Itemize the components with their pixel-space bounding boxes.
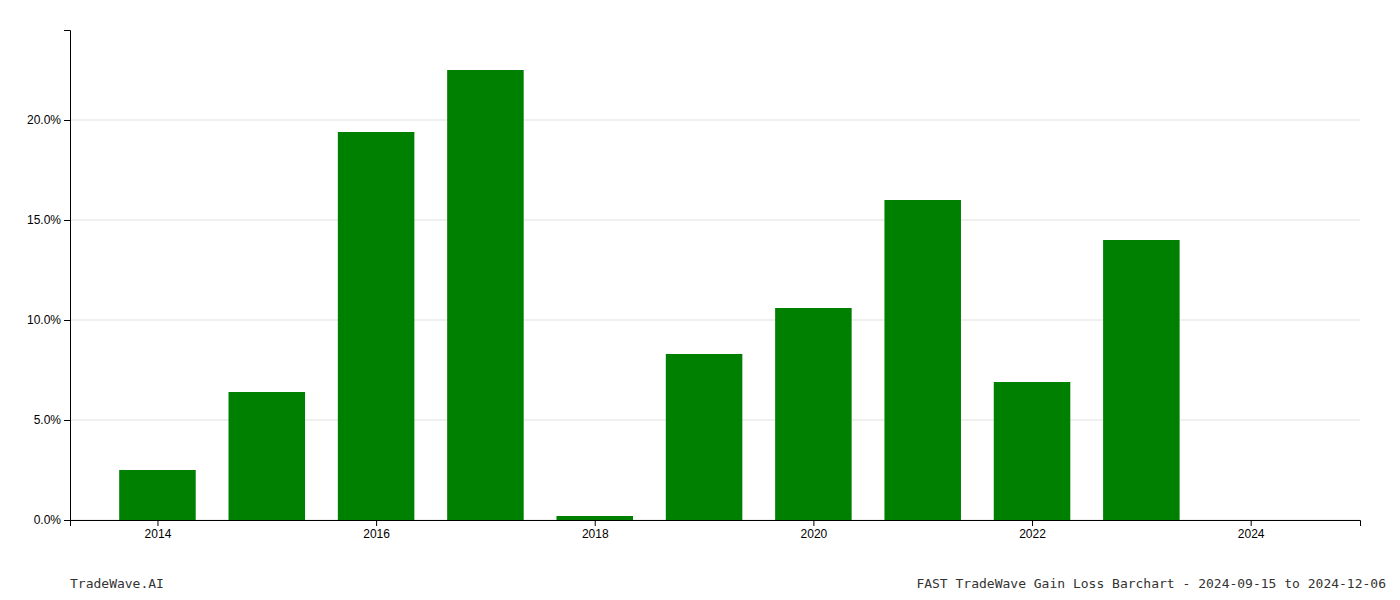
- x-tick-label: 2020: [801, 527, 828, 541]
- y-tick-mark: [64, 520, 70, 521]
- bar: [229, 392, 306, 520]
- y-axis: 0.0% 5.0% 10.0% 15.0% 20.0%: [27, 31, 71, 528]
- grid-line: [70, 220, 1360, 221]
- x-tick-label: 2022: [1019, 527, 1046, 541]
- axis-line: [64, 31, 71, 521]
- x-tick-mark: [157, 520, 158, 526]
- axis-line: [71, 521, 1361, 527]
- y-tick-mark: [64, 420, 70, 421]
- x-tick-label: 2014: [145, 527, 172, 541]
- y-tick: 10.0%: [27, 313, 70, 327]
- grid: [70, 120, 1360, 520]
- bar: [338, 132, 415, 520]
- x-axis: 2014 2016 2018 2020 2022 2024: [71, 520, 1361, 541]
- x-tick-mark: [376, 520, 377, 526]
- bar: [884, 200, 961, 520]
- y-tick-label: 5.0%: [34, 413, 62, 427]
- x-tick: 2018: [582, 520, 609, 541]
- x-tick: 2016: [363, 520, 390, 541]
- footer-text: FAST TradeWave Gain Loss Barchart - 2024…: [916, 576, 1386, 591]
- bar: [447, 70, 524, 520]
- y-tick-mark: [64, 120, 70, 121]
- x-tick-mark: [1032, 520, 1033, 526]
- y-tick-label: 10.0%: [27, 313, 61, 327]
- plot: 2014 2016 2018 2020 2022 2024 0.0% 5.0% 10.0% 15.…: [27, 31, 1361, 541]
- x-tick: 2014: [145, 520, 172, 541]
- y-tick-label: 15.0%: [27, 213, 61, 227]
- x-tick-label: 2018: [582, 527, 609, 541]
- x-tick-label: 2016: [363, 527, 390, 541]
- y-tick: 15.0%: [27, 213, 70, 227]
- bar: [666, 354, 743, 520]
- x-tick-mark: [1251, 520, 1252, 526]
- bar: [556, 516, 633, 520]
- y-tick-mark: [64, 320, 70, 321]
- grid-line: [70, 120, 1360, 121]
- x-tick-label: 2024: [1238, 527, 1265, 541]
- y-tick: 5.0%: [34, 413, 70, 427]
- y-tick-label: 0.0%: [34, 513, 62, 527]
- x-tick: 2020: [801, 520, 828, 541]
- bar: [1103, 240, 1180, 520]
- x-tick: 2022: [1019, 520, 1046, 541]
- x-tick-mark: [813, 520, 814, 526]
- y-tick: 0.0%: [34, 513, 70, 527]
- y-tick-label: 20.0%: [27, 113, 61, 127]
- x-tick: 2024: [1238, 520, 1265, 541]
- y-tick: 20.0%: [27, 113, 70, 127]
- footer-text: TradeWave.AI: [70, 576, 164, 591]
- y-tick-mark: [64, 220, 70, 221]
- bar: [775, 308, 852, 520]
- bar: [119, 470, 196, 520]
- bar: [994, 382, 1071, 520]
- bar: [1212, 520, 1289, 521]
- chart-svg: 2014 2016 2018 2020 2022 2024 0.0% 5.0% 10.0% 15.…: [0, 0, 1400, 600]
- x-tick-mark: [595, 520, 596, 526]
- bars: [119, 70, 1179, 520]
